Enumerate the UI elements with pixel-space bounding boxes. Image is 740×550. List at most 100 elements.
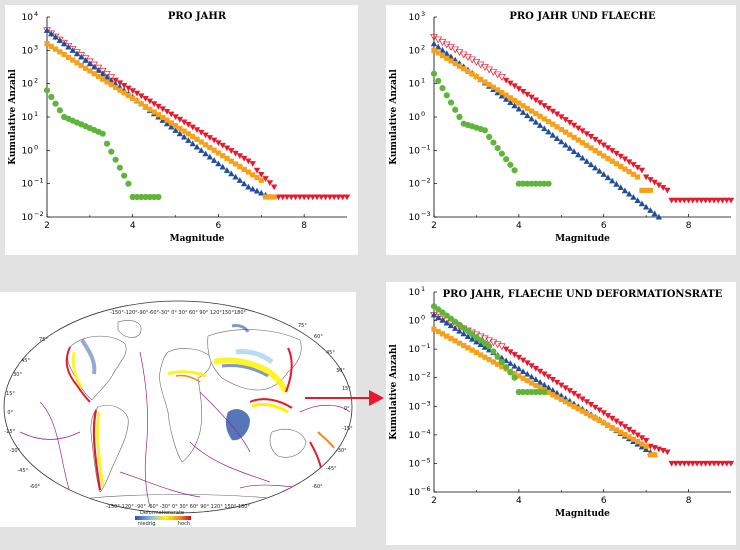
square-data-point — [643, 187, 649, 193]
tri-down-data-point — [223, 145, 231, 152]
tri-down-data-point — [228, 148, 235, 154]
circle-data-point — [430, 303, 438, 310]
tri-down-data-point — [322, 194, 329, 201]
square-data-point — [495, 361, 501, 367]
y-tick-label: 10 — [22, 80, 34, 90]
tri-down-data-point — [240, 155, 248, 162]
tri-down-data-point — [630, 429, 637, 436]
tri-up-data-point — [456, 327, 463, 334]
square-data-point — [503, 92, 509, 98]
tri-down-data-point — [579, 396, 586, 403]
tri-down-data-point — [249, 161, 256, 167]
tri-up-data-point — [553, 389, 561, 396]
y-tick-label: 10 — [409, 488, 421, 498]
square-data-point — [596, 417, 603, 424]
tri-down-data-point — [300, 194, 308, 201]
square-data-point — [48, 43, 54, 49]
circle-data-point — [146, 193, 153, 201]
tri-up-data-point — [73, 50, 81, 57]
tri-down-data-point — [570, 390, 578, 397]
tri-up-data-point — [176, 130, 184, 137]
tri-down-data-point — [129, 88, 136, 94]
circle-data-point — [99, 130, 106, 137]
tri-up-data-point — [210, 157, 218, 163]
y-tick-exponent: −1 — [34, 177, 44, 185]
tri-down-data-point — [146, 98, 154, 105]
square-data-point — [579, 408, 586, 414]
y-tick-label: 10 — [22, 146, 34, 156]
circle-data-point — [541, 180, 548, 187]
circle-data-point — [52, 100, 59, 107]
circle-data-point — [125, 180, 132, 187]
square-data-point — [512, 371, 518, 377]
square-data-point — [567, 401, 573, 407]
square-data-point — [524, 105, 530, 111]
x-tick-label: 4 — [516, 221, 522, 231]
tri-down-data-point — [609, 415, 616, 422]
y-tick-exponent: −1 — [421, 143, 431, 151]
square-data-point — [507, 95, 513, 101]
circle-data-point — [503, 156, 510, 163]
square-data-point — [605, 422, 611, 428]
tri-down-data-point — [676, 197, 684, 204]
square-data-point — [482, 354, 488, 360]
x-tick-label: 6 — [216, 221, 222, 231]
square-data-point — [473, 349, 480, 356]
tri-down-data-point — [609, 148, 616, 154]
tri-up-data-point — [549, 131, 556, 138]
tri-up-data-point — [536, 122, 544, 128]
square-data-point — [482, 79, 488, 85]
tri-up-data-point — [634, 197, 641, 204]
map-legend-colorbar — [135, 516, 191, 520]
square-data-point — [74, 60, 80, 66]
tri-up-data-point — [430, 311, 438, 318]
tri-down-data-point — [511, 83, 518, 90]
tri-up-data-point — [103, 73, 111, 80]
x-tick-label: 8 — [686, 496, 692, 506]
tri-down-data-point — [685, 460, 692, 467]
square-data-point — [232, 161, 239, 167]
tri-down-data-point — [515, 354, 523, 361]
map-lat-label: 45° — [21, 358, 30, 364]
tri-down-data-point — [541, 371, 548, 378]
y-tick-label: 10 — [22, 213, 34, 223]
tri-up-data-point — [625, 190, 633, 197]
tri-up-data-point — [638, 200, 646, 207]
tri-down-data-point — [634, 164, 641, 171]
square-data-point — [207, 144, 213, 151]
square-data-point — [469, 347, 475, 353]
square-data-point — [439, 53, 446, 59]
square-data-point — [465, 68, 471, 75]
tri-down-data-point — [507, 349, 514, 356]
map-lat-label: 0° — [344, 406, 350, 412]
tri-down-data-point — [715, 197, 722, 204]
tri-down-data-point — [275, 194, 282, 201]
chart-title: PRO JAHR — [168, 11, 227, 22]
tri-down-data-point — [528, 363, 535, 369]
square-data-point — [588, 413, 594, 419]
y-tick-label: 10 — [409, 46, 421, 56]
square-data-point — [456, 340, 463, 346]
square-data-point — [528, 380, 535, 386]
square-data-point — [435, 50, 441, 56]
map-lat-label: 75° — [298, 323, 307, 329]
tri-up-data-point — [253, 187, 261, 194]
square-data-point — [618, 429, 624, 435]
tri-up-data-point — [163, 120, 171, 127]
circle-data-point — [447, 315, 455, 322]
tri-down-data-point — [579, 128, 586, 135]
y-tick-exponent: −2 — [34, 210, 44, 218]
square-data-point — [579, 140, 586, 146]
tri-up-data-point — [528, 373, 535, 380]
tri-up-data-point — [579, 154, 586, 161]
tri-down-data-point — [668, 460, 675, 467]
tri-up-data-point — [193, 143, 201, 150]
circle-data-point — [524, 180, 531, 187]
map-lat-label: -30° — [336, 448, 347, 454]
tri-up-data-point — [596, 167, 603, 174]
tri-up-data-point — [558, 138, 565, 145]
y-tick-label: 10 — [409, 288, 421, 298]
tri-up-data-point — [82, 57, 89, 63]
circle-data-point — [477, 337, 484, 344]
square-data-point — [473, 74, 480, 80]
